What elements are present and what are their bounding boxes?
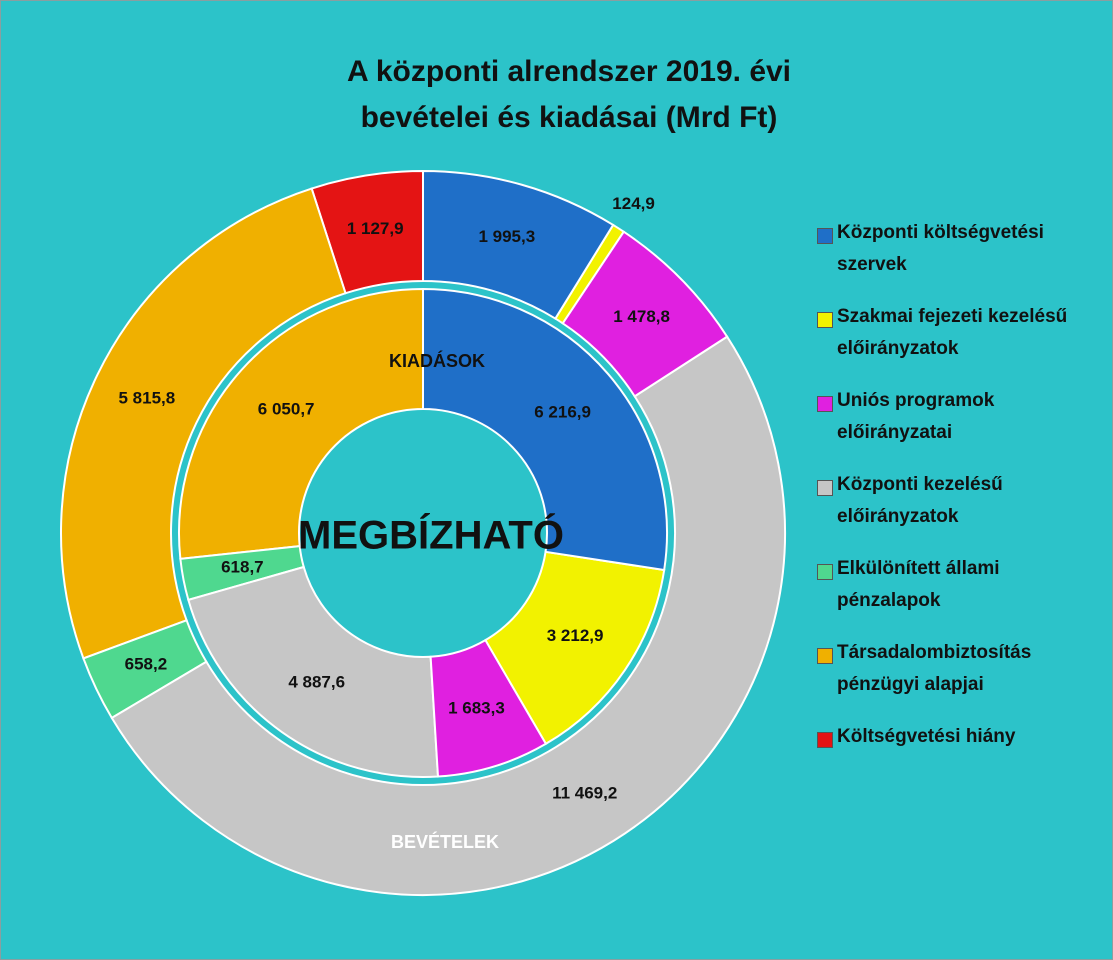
slice [484, 550, 666, 746]
slice [429, 638, 548, 778]
slice [187, 565, 440, 778]
legend-label: Költségvetési hiány [837, 726, 1016, 747]
legend-item: Elkülönített állami pénzalapok [815, 553, 1105, 637]
data-label: 4 887,6 [288, 673, 345, 692]
chart-title: A központi alrendszer 2019. évi bevétele… [346, 55, 792, 134]
legend-swatch [817, 648, 833, 664]
legend-swatch [817, 312, 833, 328]
data-label: 3 212,9 [547, 626, 604, 645]
legend-item: Központi költségvetési szervek [815, 217, 1105, 301]
slice [178, 287, 424, 560]
chart-area: 1 995,3 124,9 1 478,8 11 469,2 658,2 5 815,8 1… [60, 169, 786, 896]
legend-swatch [817, 396, 833, 412]
legend-label: Szakmai fejezeti kezelésű előirányzatok [837, 306, 1068, 359]
annotation: MEGBÍZHATÓ [298, 512, 564, 558]
data-label: 1 127,9 [347, 219, 404, 238]
slice [82, 619, 208, 720]
data-label: 11 469,2 [552, 783, 617, 802]
data-label: 5 815,8 [118, 388, 175, 407]
data-label: 1 478,8 [613, 307, 670, 326]
legend-swatch [817, 564, 833, 580]
data-label: 1 683,3 [448, 699, 505, 718]
legend-label: Uniós programok előirányzatai [837, 390, 995, 443]
legend-swatch [817, 480, 833, 496]
legend-label: Társadalombiztosítás pénzügyi alapjai [837, 642, 1032, 695]
slice [422, 287, 668, 572]
data-label: 618,7 [221, 558, 264, 577]
slice [179, 545, 305, 602]
legend-item: Szakmai fejezeti kezelésű előirányzatok [815, 301, 1105, 385]
legend-item: Társadalombiztosítás pénzügyi alapjai [815, 637, 1105, 721]
legend-label: Központi kezelésű előirányzatok [837, 474, 1003, 527]
legend-item: Központi kezelésű előirányzatok [815, 469, 1105, 553]
legend-item: Költségvetési hiány [815, 721, 1105, 805]
data-label: 124,9 [612, 194, 655, 213]
legend: Központi költségvetési szervek Szakmai fe… [815, 217, 1105, 805]
legend-item: Uniós programok előirányzatai [815, 385, 1105, 469]
data-label: 6 050,7 [258, 399, 315, 418]
slice [60, 187, 347, 660]
slice [561, 230, 729, 398]
legend-label: Elkülönített állami pénzalapok [837, 558, 1000, 611]
slice [422, 169, 615, 320]
legend-label: Központi költségvetési szervek [837, 222, 1044, 275]
legend-swatch [817, 228, 833, 244]
series-label: BEVÉTELEK [391, 831, 499, 852]
slice [110, 335, 786, 896]
legend-swatch [817, 732, 833, 748]
data-label: 1 995,3 [478, 227, 535, 246]
series-label: KIADÁSOK [389, 350, 485, 371]
data-label: 6 216,9 [534, 403, 591, 422]
data-label: 658,2 [125, 655, 168, 674]
